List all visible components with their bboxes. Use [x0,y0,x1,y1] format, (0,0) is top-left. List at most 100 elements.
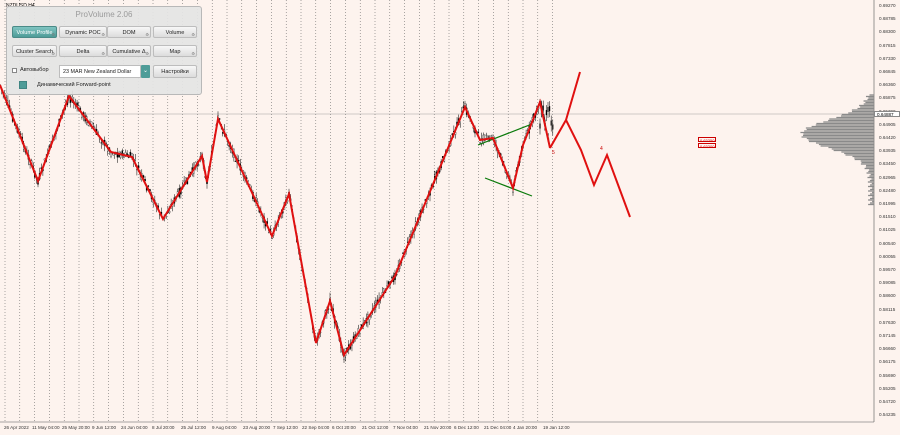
date-tick-label: 9 Aug 04:00 [212,425,237,430]
candle-body [487,136,489,138]
price-tick-label: 0.61025 [879,227,896,233]
candle-body [147,185,150,187]
price-tick-label: 0.66845 [879,69,896,74]
price-tick-label: 0.55690 [879,372,896,378]
price-tick-label: 0.64905 [879,121,896,127]
current-price-badge: 0.64887 [874,111,900,117]
candle-body [234,160,237,162]
wave-mark-5: 5 [552,150,555,156]
date-tick-label: 21 Nov 20:00 [424,425,452,430]
price-tick-label: 0.56175 [879,359,896,365]
price-tick-label: 0.63935 [879,148,896,154]
price-tick-label: 0.69270 [879,3,896,8]
price-tick-label: 0.58600 [879,293,896,299]
candle-body [549,106,551,112]
settings-button[interactable]: Настройки [153,65,197,78]
date-tick-label: 6 Oct 20:00 [332,425,356,430]
settings-corner-icon: ⚙ [145,32,149,37]
candle-body [542,105,544,111]
candle-body [168,211,171,213]
price-tick-label: 0.57145 [879,333,896,338]
price-tick-label: 0.68785 [879,16,896,22]
price-tick-label: 0.59570 [879,267,896,272]
date-tick-label: 6 Dec 12:00 [454,425,479,430]
forward-point-label: Динамический Forward-point [37,82,111,88]
price-tick-label: 0.66360 [879,82,896,88]
delta-label: Delta [76,49,90,55]
date-tick-label: 22 Sep 04:00 [302,425,330,430]
settings-corner-icon: ⚙ [101,51,105,56]
zigzag-wave-line [0,84,551,358]
date-tick-label: 26 Apr 2022 [4,425,29,430]
candle-body [550,120,552,126]
auto-select-label: Автовыбор [20,67,49,73]
chevron-down-icon[interactable]: ⌄ [141,65,150,78]
projection-down-line [565,119,631,218]
candle-body [100,142,103,144]
dom-button[interactable]: DOM ⚙ [107,26,151,38]
cumulative-delta-button[interactable]: Cumulative Δ ⚙ [107,45,151,57]
settings-corner-icon: ⚙ [51,32,55,37]
date-tick-label: 8 Jul 20:00 [152,425,175,430]
price-tick-label: 0.64420 [879,135,896,140]
price-tick-label: 0.57630 [879,319,896,325]
price-tick-label: 0.54235 [879,412,896,418]
volume-profile-label: Volume Profile [16,30,53,36]
date-tick-label: 25 Jul 12:00 [181,425,207,430]
candle-body [123,155,125,159]
channel-upper-line [477,123,533,146]
volume-button[interactable]: Volume ⚙ [153,26,197,38]
date-tick-label: 7 Nov 04:00 [393,425,418,430]
date-tick-label: 11 May 04:00 [32,425,60,430]
panel-title: ProVolume 2.06 [75,10,133,19]
price-tick-label: 0.61995 [879,201,896,206]
candle-body [539,123,541,129]
candle-body [512,191,514,193]
provolume-panel: ProVolume 2.06 Volume Profile ⚙ Dynamic P… [6,6,202,95]
volume-label: Volume [165,30,185,36]
cluster-search-button[interactable]: Cluster Search ⚙ [12,45,57,57]
date-tick-label: 23 Aug 20:00 [243,425,271,430]
price-tick-label: 0.62480 [879,187,896,193]
candle-body [490,135,493,137]
price-tick-label: 0.63450 [879,161,896,167]
contract-select[interactable]: 23 MAR New Zealand Dollar [59,65,141,78]
candle-body [545,110,547,116]
price-tick-label: 0.54720 [879,399,896,404]
candle-body [110,152,112,157]
candle-body [113,154,115,156]
auto-select-checkbox[interactable] [12,68,17,73]
volume-profile-button[interactable]: Volume Profile ⚙ [12,26,57,38]
candle-body [547,106,549,112]
price-tick-label: 0.65875 [879,95,896,101]
cumulative-delta-label: Cumulative Δ [112,49,146,55]
cluster-search-label: Cluster Search [16,49,53,55]
price-tick-label: 0.60055 [879,253,896,259]
price-tick-label: 0.67330 [879,55,896,61]
price-tick-label: 0.61510 [879,214,896,220]
price-box-lower: 0.63300 [698,143,717,149]
dom-label: DOM [122,30,136,36]
candle-body [552,124,554,130]
settings-corner-icon: ⚙ [191,51,195,56]
settings-corner-icon: ⚙ [51,51,55,56]
forward-point-toggle[interactable] [19,81,27,89]
dynamic-poc-button[interactable]: Dynamic POC ⚙ [59,26,107,38]
date-tick-label: 25 May 20:00 [62,425,90,430]
projection-up-line [549,71,581,149]
settings-corner-icon: ⚙ [191,32,195,37]
date-tick-label: 24 Jun 04:00 [121,425,148,430]
map-button[interactable]: Map ⚙ [153,45,197,57]
candle-body [183,180,185,182]
delta-button[interactable]: Delta ⚙ [59,45,107,57]
wave-mark-4: 4 [600,146,603,152]
settings-corner-icon: ⚙ [145,51,149,56]
date-tick-label: 21 Oct 12:00 [362,425,389,430]
settings-corner-icon: ⚙ [101,32,105,37]
candle-body [479,142,481,144]
candle-body [134,158,137,161]
candle-body [485,134,488,136]
candle-body [116,152,119,158]
